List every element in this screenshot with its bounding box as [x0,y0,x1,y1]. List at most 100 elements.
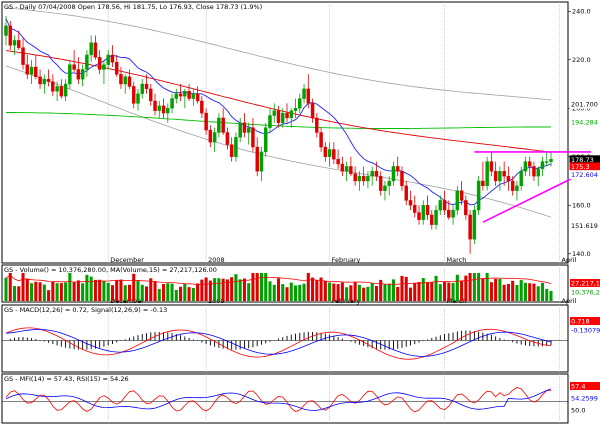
volume-bar [102,280,106,301]
candle-body [332,149,336,160]
volume-bar [55,283,59,301]
candle-body [349,166,353,174]
volume-bar [366,286,370,301]
candle-body [93,42,98,58]
month-label: February [332,256,361,264]
mfi-tag-bg [570,382,600,390]
candle-body [293,108,298,111]
candle-body [421,205,425,220]
volume-bar [38,282,42,301]
candle-body [8,25,12,46]
volume-bar [12,286,17,301]
volume-bar [268,281,272,301]
price-tag-label: 201.700 [571,100,598,108]
volume-bar [123,285,127,301]
candle-body [391,166,396,182]
volume-bar [438,284,442,301]
volume-bar [174,290,178,301]
candle-body [370,171,374,177]
candle-body [161,105,166,114]
volume-bar [443,282,447,301]
mfi-tag-label: 50.0 [571,406,585,414]
volume-bar [93,279,97,301]
volume-bar [132,273,136,301]
mfi-tag-label: 54.2599 [571,394,598,402]
candle-body [170,98,174,109]
candle-body [42,78,47,85]
price-tag-bg [569,170,600,180]
volume-bar [144,286,149,301]
candle-body [493,171,498,182]
volume-bar [302,283,306,301]
volume-bar [110,285,114,301]
candle-body [4,25,8,36]
volume-bar [328,282,332,301]
candle-body [481,180,485,187]
candle-body [212,132,217,143]
candle-body [204,112,208,131]
candle-body [187,91,191,99]
candle-body [234,137,238,157]
volume-tag-label: 27,217,126 [571,279,600,287]
candle-body [200,100,204,114]
price-tag-label: 194.284 [571,118,598,126]
volume-bar [276,278,281,301]
candle-body [63,83,68,97]
volume-header-text: GS - Volume() = 10,376,280.00, MA(Volume… [4,266,217,274]
volume-bar [336,284,340,301]
month-label: December [110,256,144,264]
volume-bar [434,275,438,301]
price-tag-bg [569,99,600,109]
candle-body [310,103,315,119]
candle-body [361,175,366,182]
volume-bar [170,283,174,301]
volume-bar [494,278,498,301]
candle-body [523,161,528,172]
volume-bar [234,274,238,301]
candle-body [374,171,379,177]
volume-bar [76,280,80,301]
candle-body [242,122,247,133]
candle-body [515,185,519,191]
volume-bar [81,283,85,301]
candle-body [353,173,357,182]
candle-body [434,209,438,225]
volume-tag-label: 10,376,280 [571,288,600,296]
price-tag-label: 178.73 [571,156,594,164]
volume-bar [528,283,532,301]
candle-body [315,117,319,133]
candle-body [263,127,268,153]
price-tag-label: 175.3 [571,163,590,171]
price-tag-label: 172.604 [571,171,598,179]
candle-body [408,200,413,206]
candle-body [106,54,110,65]
candle-body [400,171,404,187]
volume-bar [259,273,264,301]
candle-body [323,146,328,157]
candle-body [425,205,430,216]
price-tag-bg [569,221,600,231]
volume-bar [413,283,417,301]
candle-body [55,86,59,92]
volume-bar [34,281,38,301]
volume-bar [157,288,161,301]
volume-bar [485,273,489,301]
support-trendline [482,175,577,223]
candle-body [89,42,93,56]
candle-body [149,88,153,102]
candle-body [545,161,549,163]
volume-bar [430,282,434,301]
volume-bar [281,284,285,301]
volume-bar [400,275,404,301]
volume-bar [59,283,63,301]
candle-body [174,93,179,99]
volume-bar [17,286,21,301]
y-tick-label: 220.0 [572,56,591,64]
month-label: April [562,256,577,264]
volume-bar [221,278,225,301]
candle-body [472,209,477,240]
volume-bar [217,278,221,301]
candle-body [455,190,460,211]
candle-body [281,112,285,124]
